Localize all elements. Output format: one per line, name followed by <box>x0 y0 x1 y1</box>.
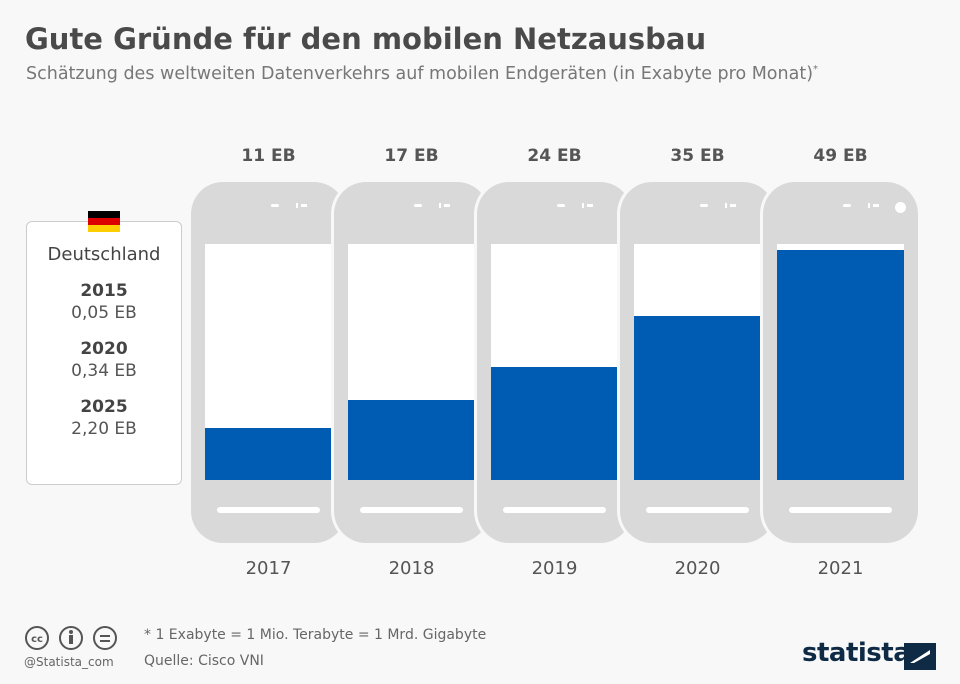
home-bar <box>503 507 606 513</box>
bar <box>491 367 618 480</box>
speaker-icon <box>700 204 708 207</box>
germany-value: 0,34 EB <box>71 361 137 381</box>
bar <box>777 250 904 480</box>
speaker-icon <box>557 204 565 207</box>
sensor-icon <box>444 204 450 207</box>
brand-text: statista <box>802 638 911 668</box>
germany-box: Deutschland 2015 0,05 EB 2020 0,34 EB 20… <box>26 221 182 485</box>
phone-screen <box>634 244 761 480</box>
sensor-icon <box>725 203 727 208</box>
sensor-icon <box>873 204 879 207</box>
home-bar <box>789 507 892 513</box>
phone-screen <box>205 244 332 480</box>
year-label: 2021 <box>817 558 864 579</box>
bar <box>205 428 332 480</box>
phone-frame <box>763 182 918 543</box>
sensor-icon <box>301 204 307 207</box>
sensor-icon <box>296 203 298 208</box>
phone-frame <box>620 182 775 543</box>
sensor-icon <box>868 203 870 208</box>
speaker-icon <box>414 204 422 207</box>
cc-icon: cc <box>25 626 117 650</box>
year-label: 2017 <box>245 558 292 579</box>
value-label: 24 EB <box>527 146 582 166</box>
phone-screen <box>777 244 904 480</box>
bar <box>634 316 761 480</box>
svg-text:cc: cc <box>31 634 43 645</box>
camera-icon <box>895 202 906 213</box>
sensor-icon <box>730 204 736 207</box>
phone-frame <box>477 182 632 543</box>
source: Quelle: Cisco VNI <box>144 653 264 669</box>
phone-screen <box>348 244 475 480</box>
statista-handle[interactable]: @Statista_com <box>24 655 114 669</box>
speaker-icon <box>271 204 279 207</box>
statista-logo[interactable]: statista <box>802 638 911 668</box>
germany-flag-icon <box>88 211 120 232</box>
sensor-icon <box>587 204 593 207</box>
footnote: * 1 Exabyte = 1 Mio. Terabyte = 1 Mrd. G… <box>144 627 487 643</box>
home-bar <box>646 507 749 513</box>
sensor-icon <box>582 203 584 208</box>
year-label: 2019 <box>531 558 578 579</box>
phone-screen <box>491 244 618 480</box>
chart-title: Gute Gründe für den mobilen Netzausbau <box>25 22 707 56</box>
value-label: 35 EB <box>670 146 725 166</box>
value-label: 11 EB <box>241 146 296 166</box>
germany-year: 2025 <box>80 397 128 417</box>
phone-frame <box>191 182 346 543</box>
home-bar <box>217 507 320 513</box>
germany-label: Deutschland <box>47 244 161 265</box>
germany-value: 0,05 EB <box>71 303 137 323</box>
phone-frame <box>334 182 489 543</box>
germany-year: 2015 <box>80 281 128 301</box>
chart-subtitle: Schätzung des weltweiten Datenverkehrs a… <box>26 64 818 84</box>
sensor-icon <box>439 203 441 208</box>
speaker-icon <box>843 204 851 207</box>
footnote-mark: * <box>813 64 819 76</box>
year-label: 2020 <box>674 558 721 579</box>
home-bar <box>360 507 463 513</box>
germany-value: 2,20 EB <box>71 419 137 439</box>
value-label: 17 EB <box>384 146 439 166</box>
license-icons: cc <box>24 625 119 657</box>
subtitle-text: Schätzung des weltweiten Datenverkehrs a… <box>26 64 814 84</box>
bar <box>348 400 475 480</box>
value-label: 49 EB <box>813 146 868 166</box>
year-label: 2018 <box>388 558 435 579</box>
statista-logo-icon <box>904 643 936 670</box>
germany-year: 2020 <box>80 339 128 359</box>
